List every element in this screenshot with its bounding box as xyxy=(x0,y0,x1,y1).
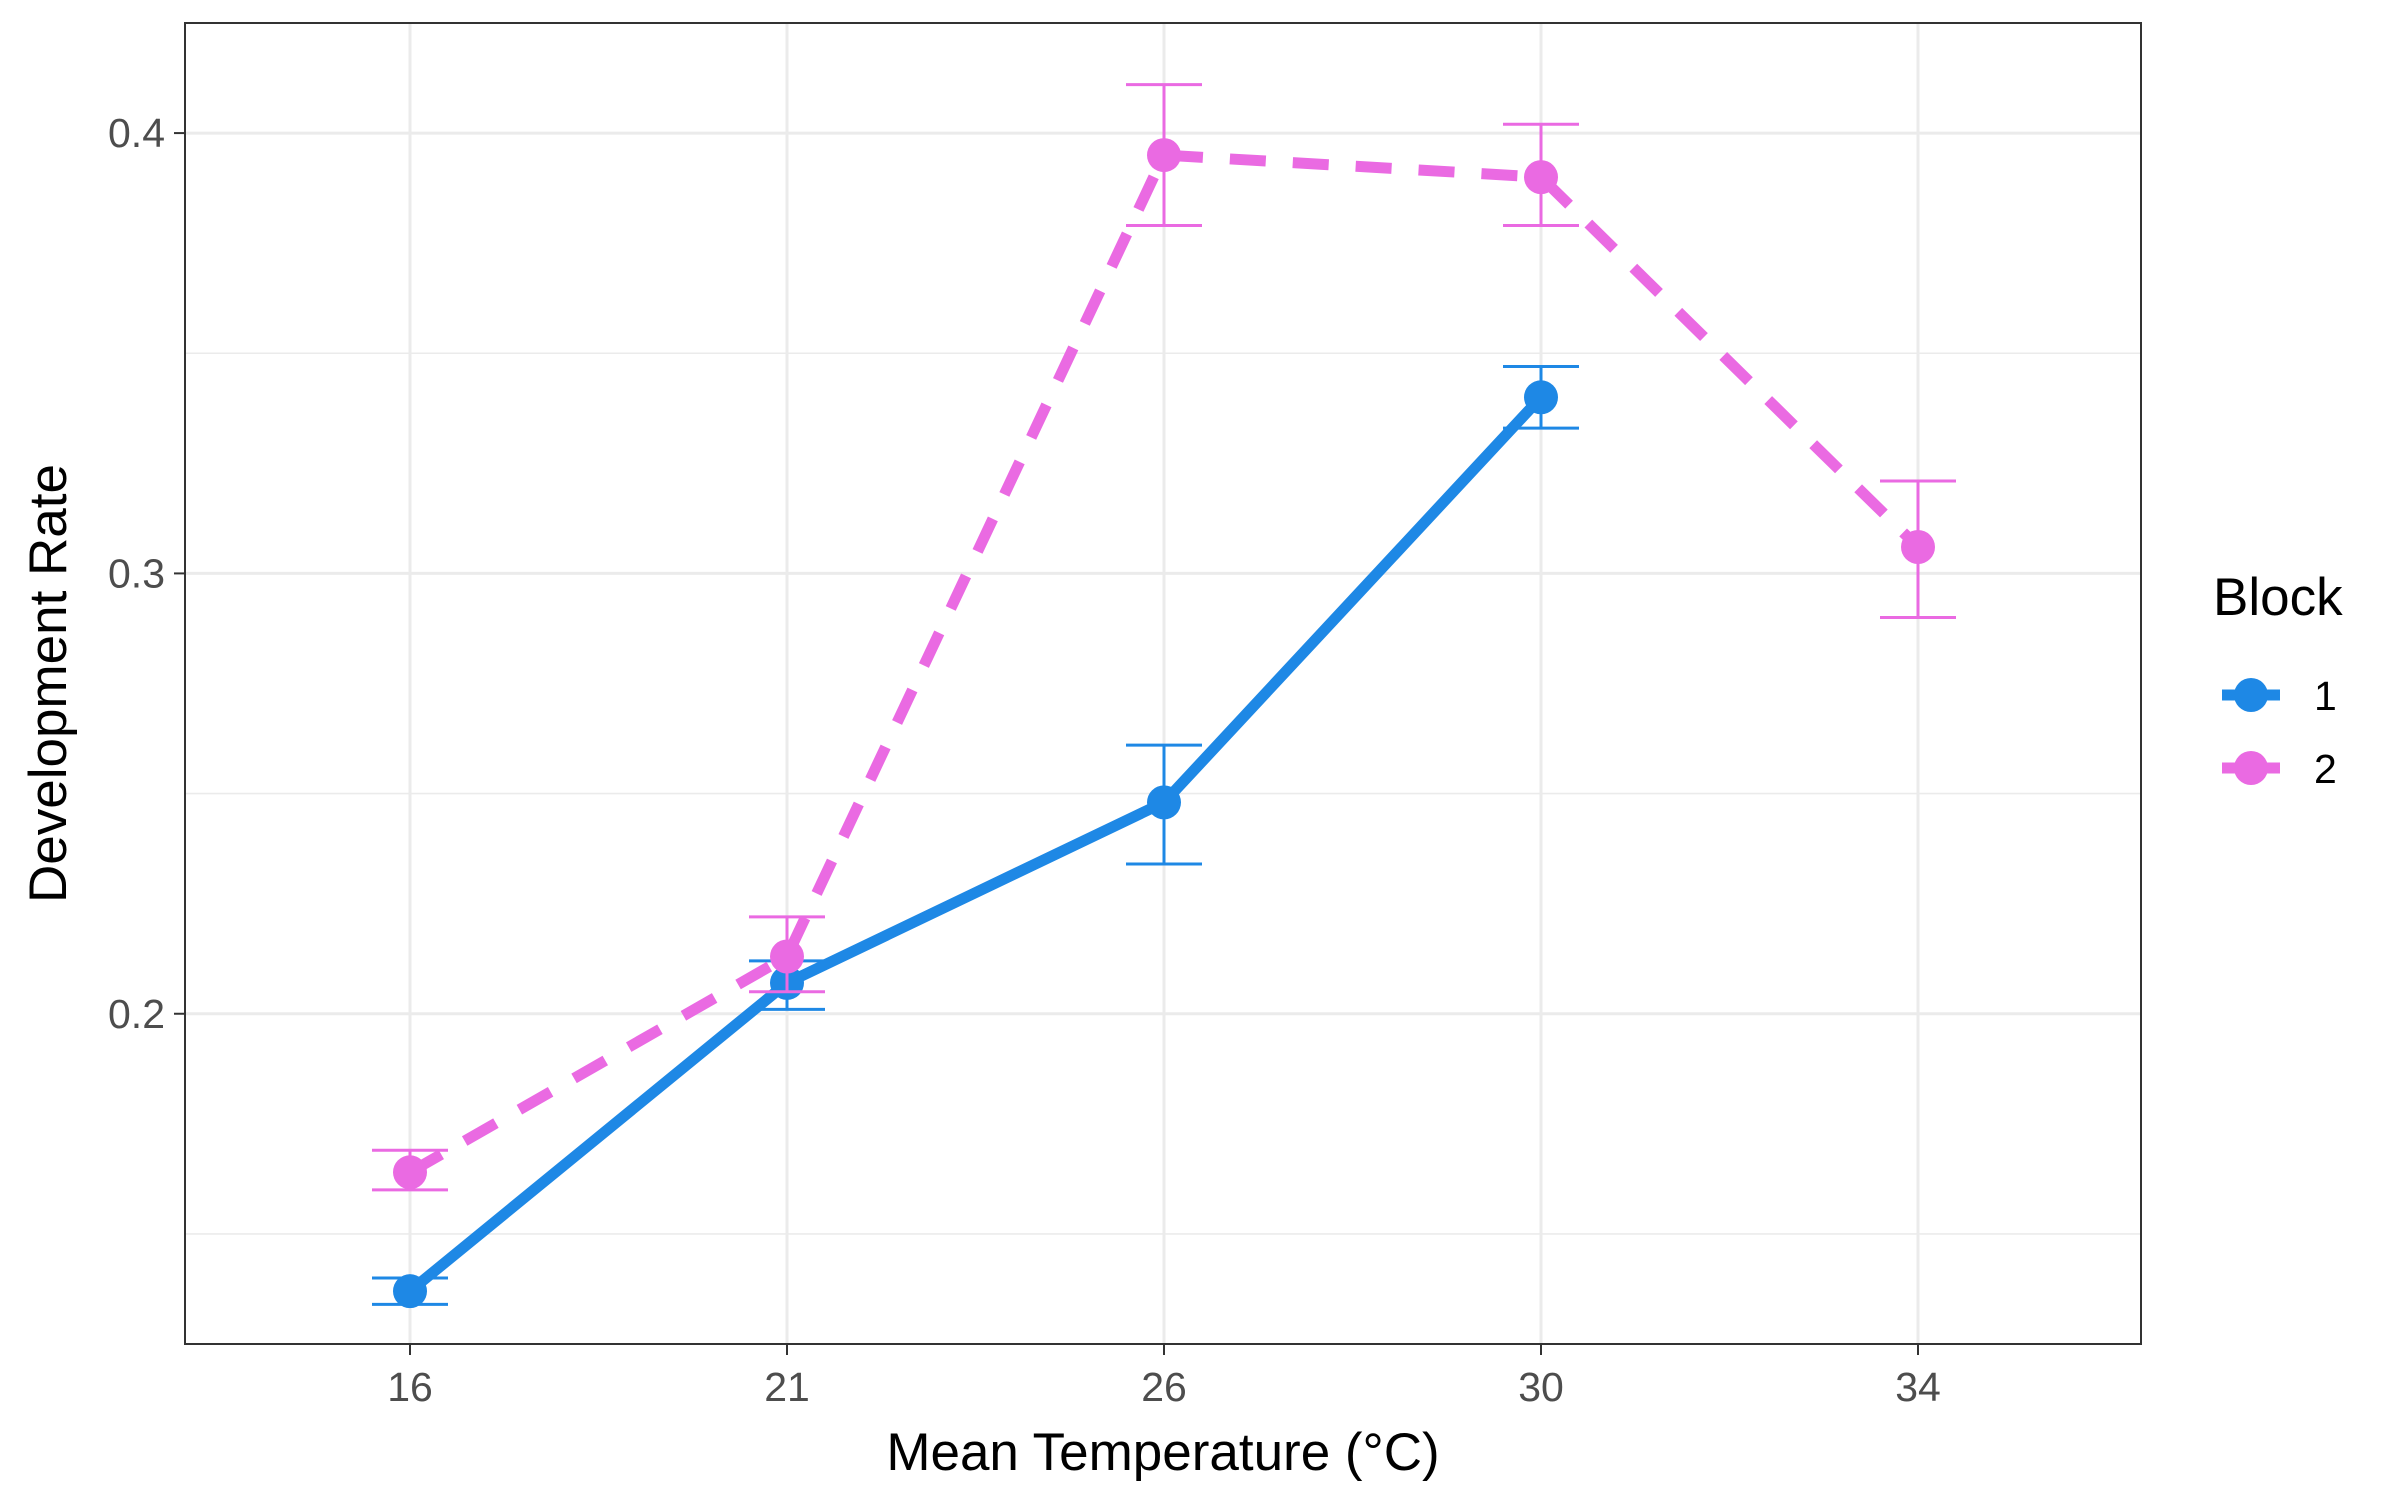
x-axis-title: Mean Temperature (°C) xyxy=(886,1423,1439,1482)
x-tick-label: 21 xyxy=(764,1364,810,1410)
x-axis: 16 21 26 30 34 xyxy=(387,1344,1941,1410)
data-point xyxy=(393,1155,427,1190)
data-point xyxy=(1147,785,1181,820)
legend-key-point xyxy=(2234,751,2268,785)
x-tick-label: 16 xyxy=(387,1364,433,1410)
y-tick-label: 0.2 xyxy=(108,991,165,1037)
data-point xyxy=(770,939,804,974)
legend-item-2: 2 xyxy=(2222,746,2337,792)
legend-title: Block xyxy=(2213,568,2343,627)
series-line xyxy=(406,393,1546,1296)
series-2 xyxy=(372,83,1956,1192)
legend-label: 1 xyxy=(2314,673,2337,719)
data-point xyxy=(1147,138,1181,173)
legend-label: 2 xyxy=(2314,746,2337,792)
legend: Block 12 xyxy=(2213,568,2343,792)
legend-items: 12 xyxy=(2222,673,2337,792)
x-tick-label: 34 xyxy=(1895,1364,1941,1410)
y-axis-title: Development Rate xyxy=(19,464,78,903)
data-point xyxy=(1524,380,1558,415)
data-point xyxy=(1901,529,1935,564)
data-point xyxy=(1524,160,1558,195)
x-tick-label: 26 xyxy=(1141,1364,1187,1410)
series-layer xyxy=(372,83,1956,1309)
data-point xyxy=(393,1274,427,1309)
legend-key-point xyxy=(2234,678,2268,712)
x-tick-label: 30 xyxy=(1518,1364,1564,1410)
y-axis: 0.2 0.3 0.4 xyxy=(108,110,185,1037)
y-tick-label: 0.4 xyxy=(108,110,165,156)
legend-item-1: 1 xyxy=(2222,673,2337,719)
y-tick-label: 0.3 xyxy=(108,550,165,596)
